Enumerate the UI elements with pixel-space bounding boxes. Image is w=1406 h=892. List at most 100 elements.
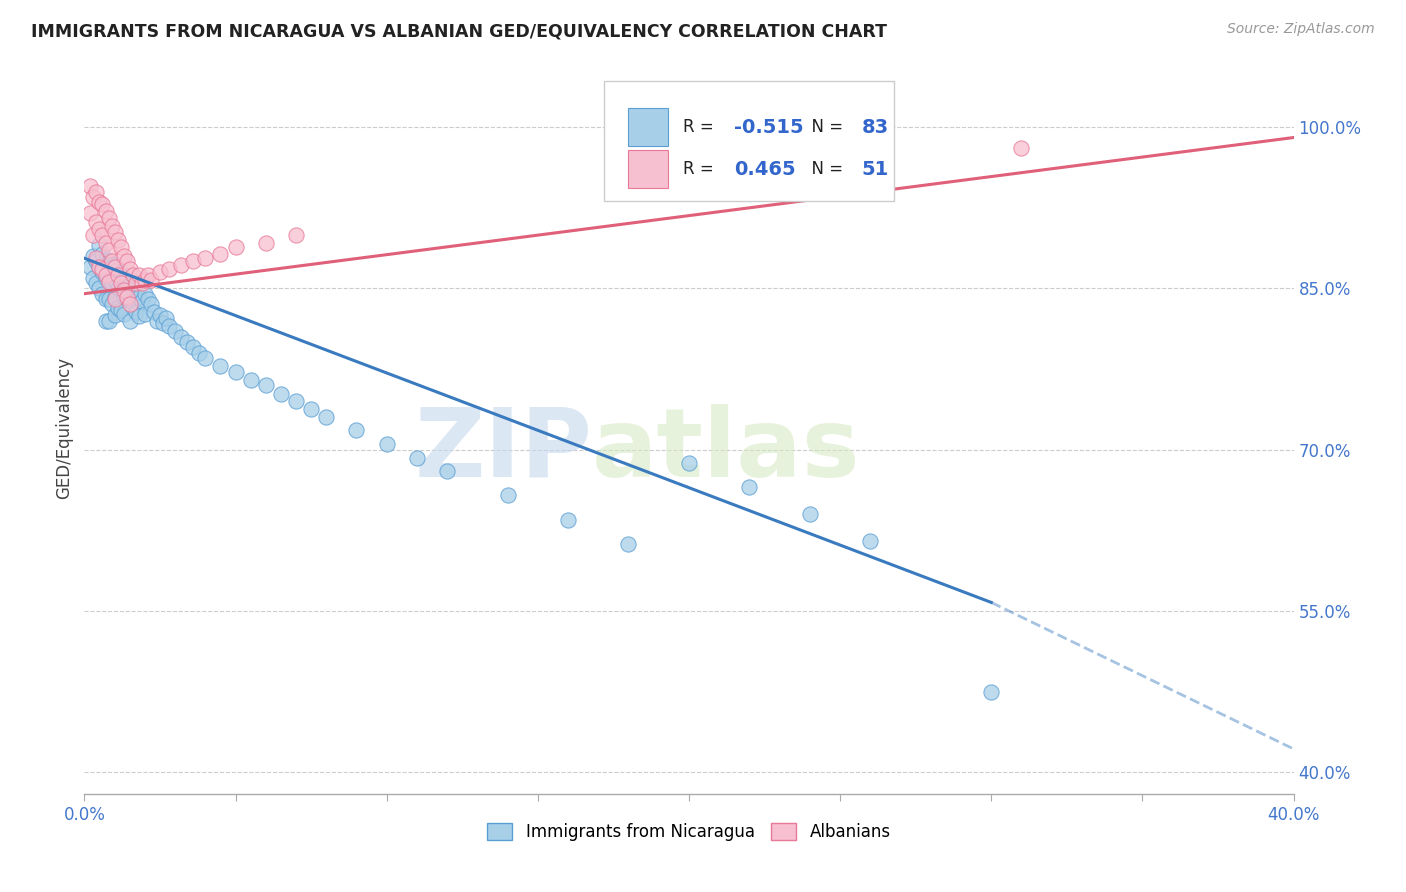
- Text: R =: R =: [683, 119, 718, 136]
- FancyBboxPatch shape: [628, 109, 668, 146]
- Point: [118, 294, 141, 309]
- Point: [97, 254, 120, 268]
- Point: [496, 488, 519, 502]
- Point: [375, 437, 398, 451]
- Point: [97, 273, 120, 287]
- Point: [86, 251, 108, 265]
- Point: [152, 316, 174, 330]
- Point: [82, 270, 104, 285]
- Point: [118, 276, 141, 290]
- Text: ZIP: ZIP: [415, 403, 592, 497]
- Point: [131, 276, 153, 290]
- Point: [104, 290, 127, 304]
- Point: [139, 297, 162, 311]
- Point: [134, 307, 156, 321]
- Point: [738, 480, 761, 494]
- Point: [315, 410, 337, 425]
- Point: [79, 260, 101, 274]
- Point: [157, 262, 180, 277]
- Text: R =: R =: [683, 161, 718, 178]
- Point: [121, 301, 143, 315]
- Point: [97, 243, 120, 257]
- Text: 51: 51: [862, 160, 889, 179]
- Point: [94, 268, 117, 283]
- Point: [91, 227, 114, 242]
- Point: [89, 260, 111, 274]
- Point: [136, 292, 159, 306]
- Point: [112, 307, 135, 321]
- Point: [299, 401, 322, 416]
- Point: [91, 247, 114, 261]
- Point: [104, 226, 127, 240]
- Point: [94, 203, 117, 218]
- Point: [121, 268, 143, 283]
- Point: [112, 270, 135, 285]
- Text: IMMIGRANTS FROM NICARAGUA VS ALBANIAN GED/EQUIVALENCY CORRELATION CHART: IMMIGRANTS FROM NICARAGUA VS ALBANIAN GE…: [31, 22, 887, 40]
- FancyBboxPatch shape: [605, 81, 894, 202]
- Point: [176, 335, 198, 350]
- Point: [86, 276, 108, 290]
- Point: [94, 270, 117, 285]
- Point: [89, 238, 111, 252]
- Point: [94, 236, 117, 251]
- Point: [82, 227, 104, 242]
- Point: [285, 394, 308, 409]
- Point: [110, 302, 132, 317]
- Point: [110, 276, 132, 290]
- Point: [91, 265, 114, 279]
- Point: [270, 386, 292, 401]
- Point: [112, 284, 135, 298]
- Point: [97, 211, 120, 226]
- Point: [86, 214, 108, 228]
- Point: [104, 308, 127, 322]
- Point: [100, 297, 122, 311]
- Point: [436, 464, 458, 478]
- Point: [118, 262, 141, 277]
- Point: [239, 373, 262, 387]
- Point: [285, 227, 308, 242]
- Point: [118, 313, 141, 327]
- Point: [107, 281, 129, 295]
- Point: [107, 268, 129, 283]
- Point: [128, 310, 150, 324]
- Point: [115, 273, 138, 287]
- Point: [79, 206, 101, 220]
- Point: [94, 253, 117, 268]
- Text: 83: 83: [862, 118, 889, 137]
- Point: [100, 260, 122, 274]
- Point: [134, 286, 156, 301]
- Point: [617, 537, 640, 551]
- Point: [97, 313, 120, 327]
- Point: [125, 305, 148, 319]
- Point: [254, 236, 277, 251]
- Point: [97, 275, 120, 289]
- Point: [165, 324, 187, 338]
- Point: [209, 247, 232, 261]
- Point: [170, 258, 193, 272]
- Point: [157, 318, 180, 333]
- Point: [155, 311, 177, 326]
- Point: [125, 276, 148, 290]
- Legend: Immigrants from Nicaragua, Albanians: Immigrants from Nicaragua, Albanians: [481, 816, 897, 847]
- Point: [118, 297, 141, 311]
- Point: [104, 292, 127, 306]
- Point: [170, 330, 193, 344]
- Point: [110, 284, 132, 298]
- Point: [91, 197, 114, 211]
- Point: [799, 507, 821, 521]
- Point: [142, 305, 165, 319]
- Point: [79, 179, 101, 194]
- Point: [149, 265, 172, 279]
- Point: [110, 240, 132, 254]
- Point: [104, 273, 127, 287]
- Point: [104, 258, 127, 272]
- Point: [139, 273, 162, 287]
- Point: [107, 262, 129, 277]
- Point: [115, 290, 138, 304]
- Point: [107, 301, 129, 315]
- Point: [107, 233, 129, 247]
- Point: [128, 290, 150, 304]
- FancyBboxPatch shape: [628, 151, 668, 188]
- Point: [91, 262, 114, 277]
- Point: [136, 268, 159, 283]
